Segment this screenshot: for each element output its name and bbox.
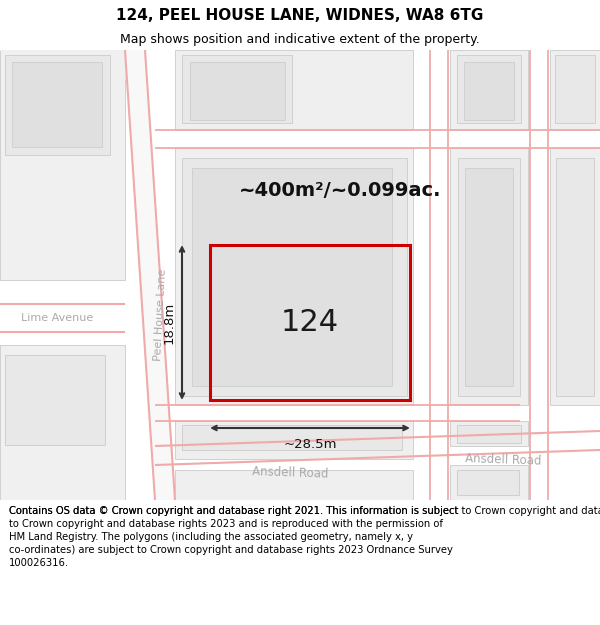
Bar [182,158,407,396]
Bar [450,465,528,500]
Text: Lime Avenue: Lime Avenue [21,313,93,323]
Bar [550,50,600,130]
Bar [450,50,528,130]
Bar [190,62,285,120]
Bar [457,470,519,495]
Bar [175,470,413,500]
Bar [175,421,413,459]
Text: 124: 124 [281,308,339,337]
Bar [458,158,520,396]
Bar [464,62,514,120]
Polygon shape [0,50,125,80]
Bar [555,55,595,123]
Text: 124, PEEL HOUSE LANE, WIDNES, WA8 6TG: 124, PEEL HOUSE LANE, WIDNES, WA8 6TG [116,8,484,22]
Polygon shape [125,50,175,500]
Bar [450,421,528,446]
Text: ~400m²/~0.099ac.: ~400m²/~0.099ac. [239,181,441,199]
Bar [12,62,102,147]
Bar [175,50,413,130]
Bar [182,55,292,123]
Text: Contains OS data © Crown copyright and database right 2021. This information is : Contains OS data © Crown copyright and d… [9,506,600,516]
Text: Ansdell Road: Ansdell Road [251,465,328,481]
Text: 18.8m: 18.8m [163,301,176,344]
Bar [550,148,600,405]
Bar [0,345,125,500]
Text: Map shows position and indicative extent of the property.: Map shows position and indicative extent… [120,34,480,46]
Text: Ansdell Road: Ansdell Road [464,452,541,468]
Bar [192,168,392,386]
Bar [450,148,528,405]
Text: Peel House Lane: Peel House Lane [152,269,167,361]
Bar [210,245,410,400]
Bar [5,355,105,445]
Bar [457,55,521,123]
Bar [465,168,513,386]
Text: Contains OS data © Crown copyright and database right 2021. This information is : Contains OS data © Crown copyright and d… [9,506,458,568]
Bar [182,425,402,450]
Bar [5,55,110,155]
Bar [175,148,413,405]
Bar [457,425,521,443]
Bar [556,158,594,396]
Bar [0,50,125,280]
Text: ~28.5m: ~28.5m [283,438,337,451]
